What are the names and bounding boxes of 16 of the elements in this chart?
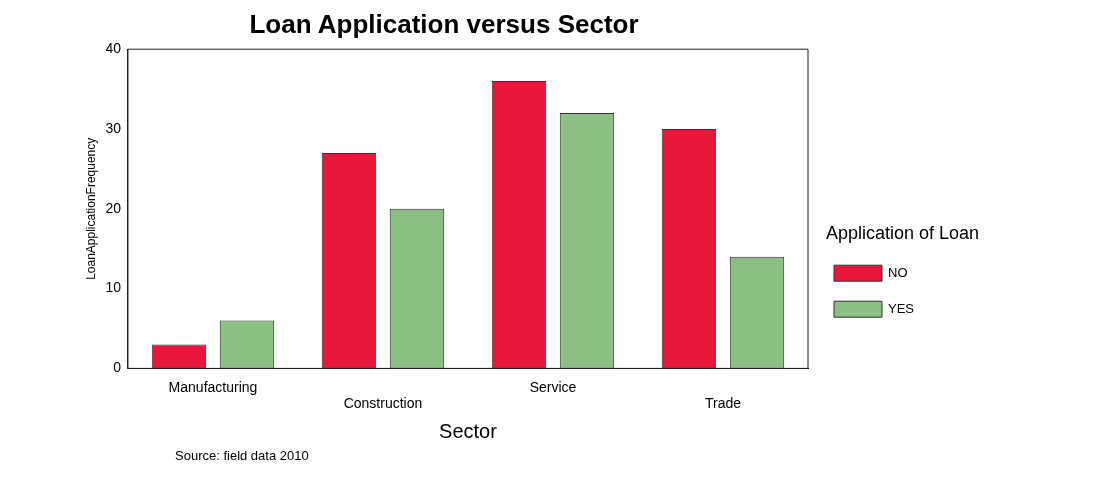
x-tick-label: Manufacturing (168, 378, 258, 395)
x-tick-label: Trade (704, 395, 742, 412)
x-tick-label: Construction (343, 395, 423, 412)
y-axis-title: LoanApplicationFrequency (83, 137, 98, 280)
legend-label: YES (888, 300, 915, 316)
y-tick-label: 10 (105, 279, 122, 296)
x-tick-label: Service (529, 378, 577, 395)
chart-title: Loan Application versus Sector (249, 8, 639, 39)
x-axis-title: Sector (439, 419, 498, 442)
source-note: Source: field data 2010 (175, 448, 309, 463)
legend-label: NO (888, 264, 908, 280)
y-tick-label: 20 (105, 199, 122, 216)
legend-title: Application of Loan (826, 223, 980, 244)
y-tick-label: 0 (113, 359, 122, 376)
y-tick-label: 40 (105, 40, 122, 57)
y-tick-label: 30 (105, 119, 122, 136)
